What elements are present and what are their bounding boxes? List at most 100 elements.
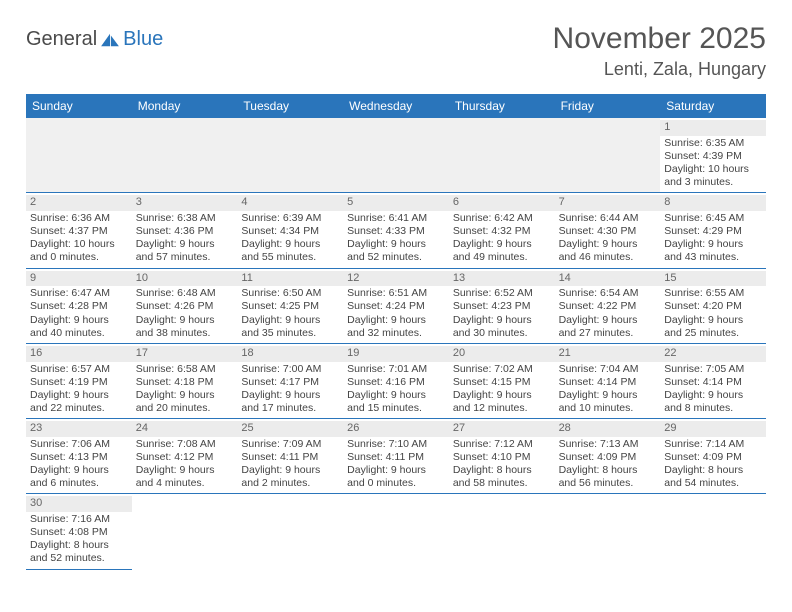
- day-info: Sunrise: 7:04 AMSunset: 4:14 PMDaylight:…: [559, 363, 657, 416]
- calendar-cell: 7Sunrise: 6:44 AMSunset: 4:30 PMDaylight…: [555, 193, 661, 268]
- calendar-cell: [555, 494, 661, 569]
- sunset-label: Sunset: 4:10 PM: [453, 451, 551, 464]
- sunset-label: Sunset: 4:20 PM: [664, 300, 762, 313]
- sunset-label: Sunset: 4:28 PM: [30, 300, 128, 313]
- calendar-cell: [132, 118, 238, 193]
- day-number: 27: [449, 421, 555, 437]
- sunrise-label: Sunrise: 6:47 AM: [30, 287, 128, 300]
- calendar-cell: [343, 118, 449, 193]
- sunrise-label: Sunrise: 6:57 AM: [30, 363, 128, 376]
- sunset-label: Sunset: 4:29 PM: [664, 225, 762, 238]
- sunset-label: Sunset: 4:19 PM: [30, 376, 128, 389]
- sunrise-label: Sunrise: 6:52 AM: [453, 287, 551, 300]
- sunset-label: Sunset: 4:14 PM: [664, 376, 762, 389]
- day-number: 11: [237, 271, 343, 287]
- day-info: Sunrise: 7:02 AMSunset: 4:15 PMDaylight:…: [453, 363, 551, 416]
- daylight-label: Daylight: 9 hours and 46 minutes.: [559, 238, 657, 264]
- sunrise-label: Sunrise: 7:06 AM: [30, 438, 128, 451]
- calendar-page: General Blue November 2025 Lenti, Zala, …: [0, 0, 792, 570]
- sunset-label: Sunset: 4:11 PM: [347, 451, 445, 464]
- sail-icon: [99, 32, 121, 48]
- calendar-cell: 24Sunrise: 7:08 AMSunset: 4:12 PMDayligh…: [132, 419, 238, 494]
- calendar-cell: 20Sunrise: 7:02 AMSunset: 4:15 PMDayligh…: [449, 344, 555, 419]
- day-info: Sunrise: 6:48 AMSunset: 4:26 PMDaylight:…: [136, 287, 234, 340]
- calendar-cell: [449, 118, 555, 193]
- daylight-label: Daylight: 9 hours and 27 minutes.: [559, 314, 657, 340]
- calendar-cell: 21Sunrise: 7:04 AMSunset: 4:14 PMDayligh…: [555, 344, 661, 419]
- day-info: Sunrise: 7:00 AMSunset: 4:17 PMDaylight:…: [241, 363, 339, 416]
- calendar-cell: [237, 118, 343, 193]
- calendar-cell: 12Sunrise: 6:51 AMSunset: 4:24 PMDayligh…: [343, 269, 449, 344]
- day-number: 29: [660, 421, 766, 437]
- weekday-label: Thursday: [449, 94, 555, 118]
- day-info: Sunrise: 6:57 AMSunset: 4:19 PMDaylight:…: [30, 363, 128, 416]
- sunset-label: Sunset: 4:32 PM: [453, 225, 551, 238]
- daylight-label: Daylight: 9 hours and 43 minutes.: [664, 238, 762, 264]
- day-number: 6: [449, 195, 555, 211]
- sunset-label: Sunset: 4:17 PM: [241, 376, 339, 389]
- sunrise-label: Sunrise: 6:36 AM: [30, 212, 128, 225]
- calendar-cell: [449, 494, 555, 569]
- day-info: Sunrise: 6:36 AMSunset: 4:37 PMDaylight:…: [30, 212, 128, 265]
- day-number: 4: [237, 195, 343, 211]
- page-title: November 2025: [553, 22, 766, 55]
- calendar-cell: 8Sunrise: 6:45 AMSunset: 4:29 PMDaylight…: [660, 193, 766, 268]
- daylight-label: Daylight: 9 hours and 8 minutes.: [664, 389, 762, 415]
- day-info: Sunrise: 7:16 AMSunset: 4:08 PMDaylight:…: [30, 513, 128, 566]
- daylight-label: Daylight: 9 hours and 2 minutes.: [241, 464, 339, 490]
- calendar-cell: [237, 494, 343, 569]
- calendar-cell: 30Sunrise: 7:16 AMSunset: 4:08 PMDayligh…: [26, 494, 132, 569]
- daylight-label: Daylight: 9 hours and 15 minutes.: [347, 389, 445, 415]
- daylight-label: Daylight: 9 hours and 40 minutes.: [30, 314, 128, 340]
- sunrise-label: Sunrise: 6:41 AM: [347, 212, 445, 225]
- day-info: Sunrise: 6:35 AMSunset: 4:39 PMDaylight:…: [664, 137, 762, 190]
- day-info: Sunrise: 6:42 AMSunset: 4:32 PMDaylight:…: [453, 212, 551, 265]
- sunset-label: Sunset: 4:30 PM: [559, 225, 657, 238]
- day-number: 3: [132, 195, 238, 211]
- sunrise-label: Sunrise: 7:02 AM: [453, 363, 551, 376]
- sunrise-label: Sunrise: 6:51 AM: [347, 287, 445, 300]
- calendar-cell: 16Sunrise: 6:57 AMSunset: 4:19 PMDayligh…: [26, 344, 132, 419]
- brand-logo: General Blue: [26, 22, 163, 51]
- day-info: Sunrise: 6:55 AMSunset: 4:20 PMDaylight:…: [664, 287, 762, 340]
- sunrise-label: Sunrise: 7:14 AM: [664, 438, 762, 451]
- daylight-label: Daylight: 9 hours and 57 minutes.: [136, 238, 234, 264]
- day-number: 7: [555, 195, 661, 211]
- day-info: Sunrise: 6:52 AMSunset: 4:23 PMDaylight:…: [453, 287, 551, 340]
- daylight-label: Daylight: 9 hours and 30 minutes.: [453, 314, 551, 340]
- sunset-label: Sunset: 4:18 PM: [136, 376, 234, 389]
- sunset-label: Sunset: 4:11 PM: [241, 451, 339, 464]
- daylight-label: Daylight: 8 hours and 54 minutes.: [664, 464, 762, 490]
- sunset-label: Sunset: 4:25 PM: [241, 300, 339, 313]
- calendar-cell: 17Sunrise: 6:58 AMSunset: 4:18 PMDayligh…: [132, 344, 238, 419]
- daylight-label: Daylight: 9 hours and 22 minutes.: [30, 389, 128, 415]
- daylight-label: Daylight: 8 hours and 56 minutes.: [559, 464, 657, 490]
- sunrise-label: Sunrise: 7:00 AM: [241, 363, 339, 376]
- sunset-label: Sunset: 4:08 PM: [30, 526, 128, 539]
- sunrise-label: Sunrise: 6:50 AM: [241, 287, 339, 300]
- sunset-label: Sunset: 4:15 PM: [453, 376, 551, 389]
- day-number: 10: [132, 271, 238, 287]
- sunrise-label: Sunrise: 6:54 AM: [559, 287, 657, 300]
- sunrise-label: Sunrise: 7:13 AM: [559, 438, 657, 451]
- daylight-label: Daylight: 9 hours and 55 minutes.: [241, 238, 339, 264]
- sunset-label: Sunset: 4:12 PM: [136, 451, 234, 464]
- sunrise-label: Sunrise: 7:12 AM: [453, 438, 551, 451]
- sunset-label: Sunset: 4:39 PM: [664, 150, 762, 163]
- daylight-label: Daylight: 9 hours and 25 minutes.: [664, 314, 762, 340]
- sunrise-label: Sunrise: 6:44 AM: [559, 212, 657, 225]
- sunrise-label: Sunrise: 6:35 AM: [664, 137, 762, 150]
- day-number: 22: [660, 346, 766, 362]
- brand-part1: General: [26, 28, 97, 51]
- title-block: November 2025 Lenti, Zala, Hungary: [553, 22, 766, 80]
- daylight-label: Daylight: 9 hours and 4 minutes.: [136, 464, 234, 490]
- sunset-label: Sunset: 4:22 PM: [559, 300, 657, 313]
- calendar-cell: 2Sunrise: 6:36 AMSunset: 4:37 PMDaylight…: [26, 193, 132, 268]
- daylight-label: Daylight: 9 hours and 17 minutes.: [241, 389, 339, 415]
- sunset-label: Sunset: 4:09 PM: [559, 451, 657, 464]
- calendar-cell: 11Sunrise: 6:50 AMSunset: 4:25 PMDayligh…: [237, 269, 343, 344]
- calendar-cell: 29Sunrise: 7:14 AMSunset: 4:09 PMDayligh…: [660, 419, 766, 494]
- daylight-label: Daylight: 9 hours and 49 minutes.: [453, 238, 551, 264]
- day-number: 20: [449, 346, 555, 362]
- sunrise-label: Sunrise: 6:58 AM: [136, 363, 234, 376]
